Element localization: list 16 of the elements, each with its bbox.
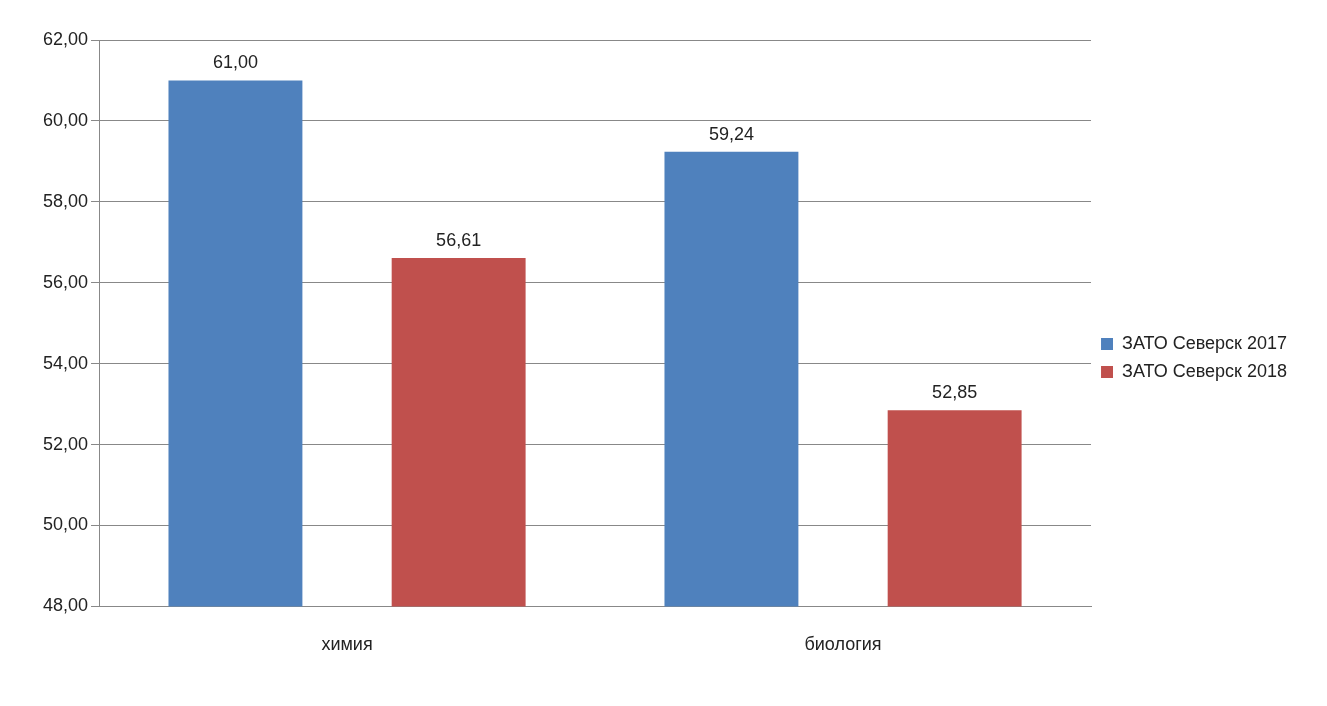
x-tick-label: биология — [804, 634, 882, 655]
data-label: 61,00 — [212, 52, 258, 73]
data-label: 59,24 — [708, 123, 754, 144]
y-tick-label: 52,00 — [43, 433, 89, 454]
y-tick-label: 48,00 — [43, 595, 89, 616]
y-tick-label: 60,00 — [43, 109, 89, 130]
y-tick-label: 62,00 — [43, 28, 89, 49]
y-tick-label: 58,00 — [43, 190, 89, 211]
y-tick-label: 54,00 — [43, 352, 89, 373]
x-tick-label: химия — [321, 634, 373, 655]
y-tick-label: 50,00 — [43, 514, 89, 535]
legend-label: ЗАТО Северск 2017 — [1122, 332, 1288, 353]
data-label: 56,61 — [436, 230, 482, 251]
data-label: 52,85 — [932, 382, 978, 403]
y-tick-label: 56,00 — [43, 271, 89, 292]
legend-label: ЗАТО Северск 2018 — [1122, 360, 1288, 381]
